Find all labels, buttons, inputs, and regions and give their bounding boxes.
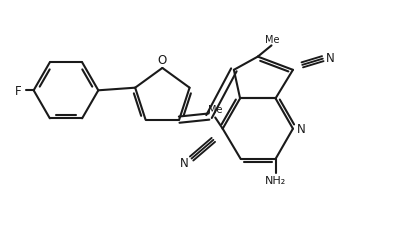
Text: Me: Me [265, 35, 280, 45]
Text: N: N [297, 123, 306, 136]
Text: O: O [158, 54, 167, 67]
Text: N: N [180, 156, 189, 169]
Text: N: N [326, 52, 335, 65]
Text: F: F [15, 84, 21, 98]
Text: NH₂: NH₂ [265, 176, 286, 185]
Text: Me: Me [208, 105, 222, 115]
